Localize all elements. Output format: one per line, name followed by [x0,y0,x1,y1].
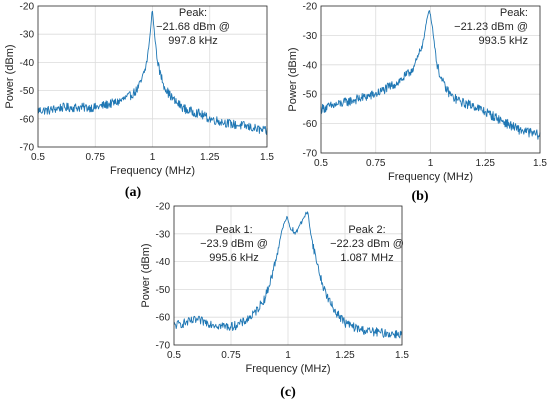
x-tick-label: 0.75 [366,158,386,169]
plot-frame [173,205,403,346]
y-axis-label: Power (dBm) [4,44,16,108]
grid [174,206,402,345]
grid [321,6,540,153]
y-tick-label: -30 [303,31,318,42]
x-tick-label: 0.5 [31,152,45,163]
x-tick-label: 1 [285,350,291,361]
x-tick-label: 1 [428,158,434,169]
y-tick-label: -20 [156,202,171,213]
peak-annotation: −23.9 dBm @ [200,238,268,250]
x-tick-label: 1.5 [395,350,409,361]
x-tick-label: 1.5 [260,152,274,163]
peak-annotation: Peak: [500,7,528,19]
peak-annotation: Peak 1: [215,224,252,236]
y-tick-label: -40 [156,257,171,268]
y-tick-label: -60 [20,114,35,125]
chart-panel-b: 0.5 0.75 1 1.25 1.5 -20 -30 -40 -50 -60 -70 Frequen… [287,2,547,205]
y-tick-label: -30 [20,30,35,41]
x-tick-label: 0.5 [314,158,328,169]
x-tick-label: 1.25 [476,158,496,169]
x-axis-label: Frequency (MHz) [246,363,331,375]
peak-annotation: 995.6 kHz [209,252,259,264]
y-tick-label: -70 [156,341,171,352]
y-tick-label: -40 [20,58,35,69]
x-tick-label: 1 [150,152,156,163]
y-tick-label: -20 [20,2,35,13]
peak-annotation: 1.087 MHz [340,252,393,264]
peak-annotation: Peak 2: [348,224,385,236]
plot-frame [320,5,541,154]
series-line [37,10,268,135]
x-tick-label: 1.25 [200,152,220,163]
y-tick-label: -50 [156,285,171,296]
peak-annotation: 997.8 kHz [168,35,218,47]
y-tick-label: -50 [303,90,318,101]
plot-frame [37,5,268,148]
y-tick-label: -60 [303,119,318,130]
y-tick-label: -60 [156,313,171,324]
x-tick-label: 0.75 [221,350,241,361]
peak-annotation: 993.5 kHz [478,35,528,47]
peak-annotation: −22.23 dBm @ [330,238,404,250]
panel-caption: (a) [125,185,142,200]
y-tick-label: -30 [156,229,171,240]
x-axis-label: Frequency (MHz) [388,171,473,183]
series-line [173,211,403,339]
y-tick-label: -20 [303,2,318,13]
series-line [320,10,541,140]
x-tick-label: 1.25 [335,350,355,361]
panel-caption: (b) [411,189,428,204]
x-tick-label: 1.5 [533,158,547,169]
y-tick-label: -70 [20,143,35,154]
y-tick-label: -40 [303,60,318,71]
chart-panel-c: 0.5 0.75 1 1.25 1.5 -20 -30 -40 -50 -60 -70 Frequen… [140,202,409,401]
grid [38,6,267,147]
y-tick-label: -70 [303,149,318,160]
x-axis-label: Frequency (MHz) [110,165,195,177]
chart-panel-a: 0.5 0.75 1 1.25 1.5 -20 -30 -40 -50 -60 -70 Frequen… [4,2,274,201]
y-tick-label: -50 [20,86,35,97]
y-axis-label: Power (dBm) [140,243,152,307]
peak-annotation: −21.23 dBm @ [454,21,528,33]
y-axis-label: Power (dBm) [287,47,299,111]
x-tick-label: 0.75 [86,152,106,163]
x-tick-label: 0.5 [167,350,181,361]
peak-annotation: Peak: [179,7,207,19]
peak-annotation: −21.68 dBm @ [156,21,230,33]
panel-caption: (c) [280,385,296,400]
